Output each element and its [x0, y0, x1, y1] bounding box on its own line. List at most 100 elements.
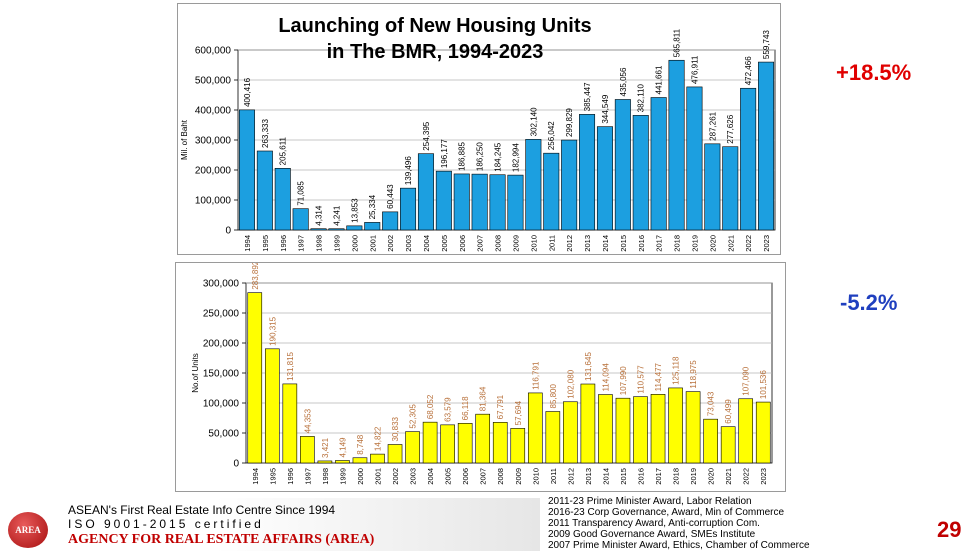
bar [352, 457, 368, 464]
y-tick-label: 250,000 [203, 309, 240, 320]
x-tick-label: 2000 [350, 235, 359, 252]
bar [422, 421, 438, 464]
y-tick-label: 100,000 [195, 196, 232, 207]
bar [300, 436, 315, 464]
bar [738, 398, 754, 464]
x-tick-label: 1995 [261, 235, 270, 252]
x-tick-label: 2015 [619, 235, 628, 252]
bar [238, 109, 255, 231]
bar [400, 187, 417, 231]
data-label: 263,333 [261, 119, 270, 148]
bar [720, 426, 736, 464]
bar [758, 61, 775, 231]
award-item: 2011 Transparency Award, Anti-corruption… [548, 518, 760, 529]
top-chart-title-line1: Launching of New Housing Units [278, 15, 592, 37]
x-tick-label: 2021 [724, 468, 733, 485]
footer-band [0, 498, 540, 551]
data-label: 85,800 [549, 384, 558, 409]
x-tick-label: 2002 [391, 468, 400, 485]
data-label: 4,314 [315, 205, 324, 226]
data-label: 131,645 [584, 352, 593, 381]
area-logo: AREA [8, 512, 48, 548]
bottom-change-percent: -5.2% [840, 290, 898, 315]
y-tick-label: 200,000 [195, 166, 232, 177]
bar [527, 392, 543, 464]
x-tick-label: 2001 [374, 468, 383, 485]
data-label: 118,975 [689, 360, 698, 389]
data-label: 441,661 [655, 65, 664, 94]
bar [722, 146, 739, 231]
bar [317, 460, 333, 464]
bar [328, 228, 345, 231]
data-label: 68,052 [426, 394, 435, 419]
x-tick-label: 2006 [461, 468, 470, 485]
data-label: 52,305 [409, 404, 418, 429]
x-tick-label: 2019 [689, 468, 698, 485]
data-label: 283,892 [251, 263, 260, 290]
data-label: 299,829 [565, 108, 574, 137]
data-label: 190,315 [268, 316, 277, 345]
data-label: 44,353 [303, 408, 312, 433]
data-label: 107,990 [619, 366, 628, 395]
data-label: 116,791 [531, 361, 540, 390]
bar [614, 99, 631, 231]
data-label: 184,245 [494, 142, 503, 171]
data-label: 114,477 [654, 362, 663, 391]
data-label: 256,042 [547, 121, 556, 150]
x-tick-label: 1999 [332, 235, 341, 252]
data-label: 60,443 [386, 184, 395, 209]
bar [417, 153, 434, 231]
y-axis-label: Mil. of Baht [180, 119, 189, 160]
bar [650, 394, 666, 464]
bar [686, 86, 703, 231]
y-tick-label: 500,000 [195, 76, 232, 87]
bar [740, 87, 757, 231]
top-chart-panel: 0 100,000 200,000 300,000 400,000 500,000 600,… [177, 3, 781, 255]
bar [274, 168, 291, 231]
data-label: 182,994 [511, 143, 520, 172]
award-item: 2007 Prime Minister Award, Ethics, Chamb… [548, 540, 810, 551]
bottom-chart-panel: 0 50,000 100,000 150,000 200,000 250,000 300,0… [175, 260, 786, 492]
bar [563, 401, 578, 464]
bar [545, 411, 561, 464]
x-tick-label: 2012 [566, 468, 575, 485]
x-tick-label: 2014 [601, 235, 610, 252]
x-tick-label: 2012 [565, 235, 574, 252]
x-tick-label: 1998 [321, 468, 330, 485]
x-tick-label: 2023 [759, 468, 768, 485]
bar [632, 115, 649, 231]
bar [650, 97, 667, 231]
top-chart-svg: 0 100,000 200,000 300,000 400,000 500,000 600,… [180, 28, 776, 252]
data-label: 60,499 [724, 399, 733, 424]
data-label: 565,811 [673, 28, 682, 57]
bar [387, 444, 403, 464]
data-label: 110,577 [637, 365, 646, 394]
footer-tagline: ASEAN's First Real Estate Info Centre Si… [68, 503, 336, 517]
x-tick-label: 1995 [268, 468, 277, 485]
data-label: 254,395 [422, 121, 431, 150]
bar [247, 292, 263, 464]
x-tick-label: 2021 [726, 235, 735, 252]
bar [580, 383, 596, 464]
bar [282, 383, 298, 464]
x-tick-label: 2023 [762, 235, 771, 252]
data-label: 25,334 [368, 194, 377, 219]
bar [256, 150, 273, 231]
x-tick-label: 2022 [742, 468, 751, 485]
x-tick-label: 2010 [531, 468, 540, 485]
data-label: 73,043 [707, 391, 716, 416]
bar [598, 394, 613, 464]
data-label: 435,056 [619, 67, 628, 96]
top-chart-title-line2: in The BMR, 1994-2023 [326, 41, 544, 63]
x-tick-label: 2014 [601, 468, 610, 485]
data-label: 81,364 [479, 386, 488, 411]
x-tick-label: 2003 [404, 235, 413, 252]
bar [457, 423, 473, 464]
bar [453, 173, 470, 231]
data-label: 4,241 [332, 205, 341, 226]
top-change-percent: +18.5% [836, 60, 912, 85]
bar [596, 126, 613, 231]
award-item: 2016-23 Corp Governance, Award, Min of C… [548, 507, 785, 518]
y-axis-label: No.of Units [191, 353, 200, 393]
x-tick-label: 2004 [422, 235, 431, 252]
